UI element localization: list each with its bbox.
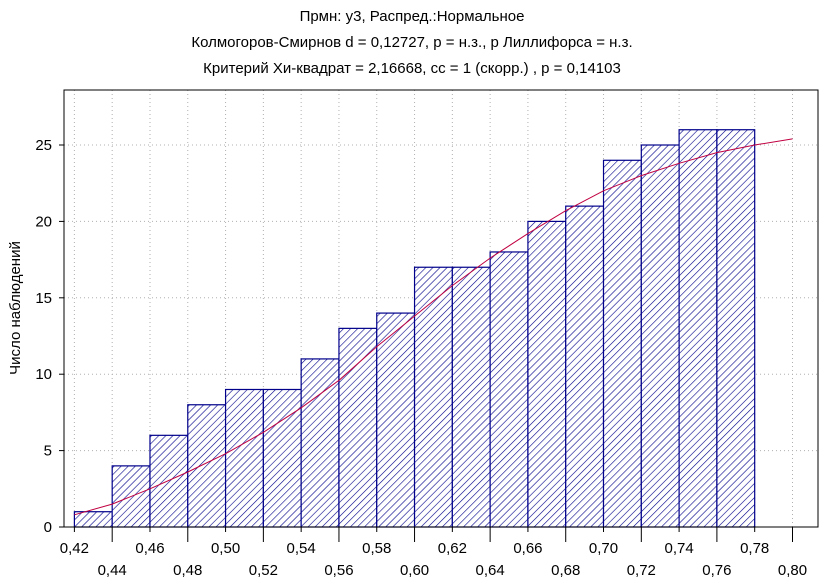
histogram-bar (602, 159, 642, 528)
y-tick-label: 15 (35, 290, 52, 307)
y-tick-label: 25 (35, 137, 52, 154)
x-tick-label: 0,54 (287, 540, 316, 557)
x-tick-label: 0,62 (438, 540, 467, 557)
x-tick-label: 0,66 (513, 540, 542, 557)
x-tick-label: 0,78 (740, 540, 769, 557)
y-tick-label: 5 (44, 443, 52, 460)
x-tick-label: 0,52 (249, 562, 278, 579)
histogram-bar (73, 511, 113, 528)
x-tick-label: 0,64 (476, 562, 505, 579)
x-axis-ticks: 0,42 0,44 0,46 0,48 0,50 0,52 0,54 0,56 0,58 0,60… (60, 527, 807, 579)
histogram-bar (376, 312, 416, 528)
histogram-bar (187, 404, 227, 528)
y-tick-label: 0 (44, 519, 52, 536)
x-tick-label: 0,60 (400, 562, 429, 579)
x-tick-label: 0,72 (627, 562, 656, 579)
y-axis-ticks: 0 5 10 15 20 25 (35, 137, 64, 536)
x-tick-label: 0,74 (665, 540, 694, 557)
x-tick-label: 0,58 (362, 540, 391, 557)
x-tick-label: 0,48 (173, 562, 202, 579)
histogram-bar (640, 144, 680, 528)
histogram-bar (224, 388, 264, 528)
histogram-bar (565, 205, 605, 528)
histogram-bar (716, 129, 756, 528)
x-tick-label: 0,70 (589, 540, 618, 557)
histogram-bar (451, 266, 491, 528)
histogram-bar (527, 220, 567, 528)
x-tick-label: 0,80 (778, 562, 807, 579)
x-tick-label: 0,46 (135, 540, 164, 557)
x-tick-label: 0,42 (60, 540, 89, 557)
chart-title-line-3: Критерий Хи-квадрат = 2,16668, cc = 1 (с… (203, 60, 621, 77)
y-axis-label: Число наблюдений (7, 241, 24, 375)
histogram-bar (678, 129, 718, 528)
chart-title-line-1: Прмн: y3, Распред.:Нормальное (300, 8, 525, 25)
x-tick-label: 0,50 (211, 540, 240, 557)
x-tick-label: 0,68 (551, 562, 580, 579)
y-tick-label: 10 (35, 366, 52, 383)
plot-frame (63, 89, 819, 528)
x-tick-label: 0,76 (702, 562, 731, 579)
histogram-bar (262, 388, 302, 528)
bars-group (73, 129, 756, 528)
fit-curve (74, 138, 793, 516)
histogram-bar (149, 434, 189, 528)
histogram-bar (489, 251, 529, 528)
chart-title-line-2: Колмогоров-Смирнов d = 0,12727, p = н.з.… (191, 34, 632, 51)
y-tick-label: 20 (35, 213, 52, 230)
histogram-bar (338, 327, 378, 528)
x-tick-label: 0,44 (98, 562, 127, 579)
histogram-bar (413, 266, 453, 528)
x-tick-label: 0,56 (324, 562, 353, 579)
